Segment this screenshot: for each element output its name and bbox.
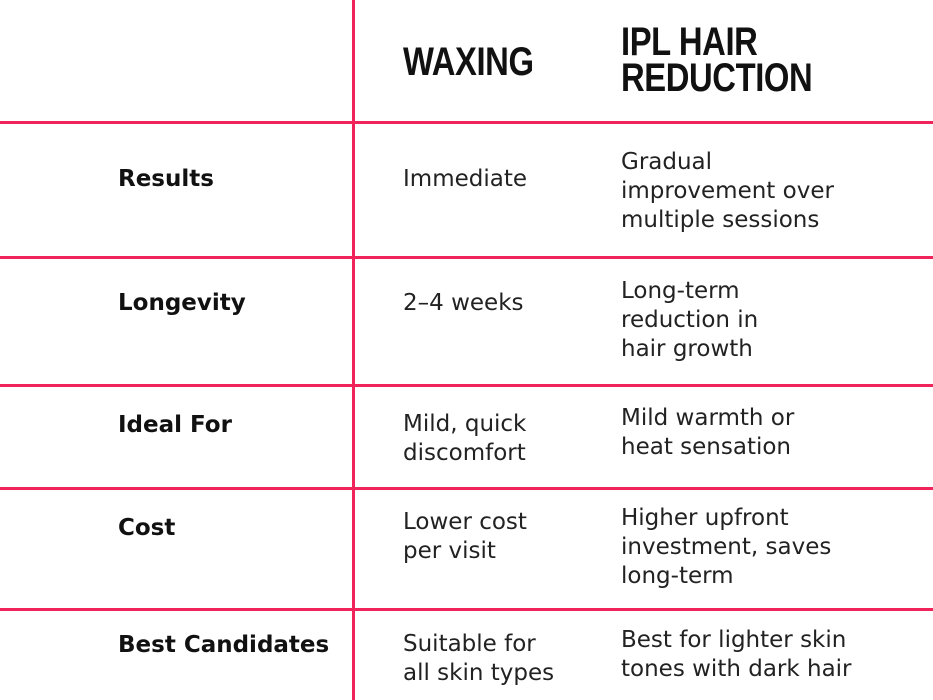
cell-ipl-best-candidates: Best for lighter skin tones with dark ha… — [621, 627, 852, 682]
cell-waxing-cost: Lower cost per visit — [403, 509, 527, 564]
cell-ipl-cost: Higher upfront investment, saves long-te… — [621, 505, 832, 589]
cell-waxing-longevity: 2–4 weeks — [403, 290, 524, 316]
row-divider — [0, 487, 933, 490]
row-label-results: Results — [118, 166, 214, 192]
row-label-cost: Cost — [118, 515, 176, 541]
row-label-best-candidates: Best Candidates — [118, 632, 330, 658]
column-divider — [352, 0, 355, 700]
row-divider — [0, 384, 933, 387]
cell-waxing-ideal-for: Mild, quick discomfort — [403, 411, 527, 466]
cell-waxing-results: Immediate — [403, 166, 527, 192]
row-divider — [0, 608, 933, 611]
row-divider — [0, 121, 933, 124]
header-ipl: IPL HAIR REDUCTION — [621, 20, 813, 100]
row-divider — [0, 256, 933, 259]
cell-ipl-results: Gradual improvement over multiple sessio… — [621, 149, 834, 233]
row-label-ideal-for: Ideal For — [118, 412, 232, 438]
cell-waxing-best-candidates: Suitable for all skin types — [403, 631, 555, 686]
row-label-longevity: Longevity — [118, 290, 246, 316]
cell-ipl-longevity: Long-term reduction in hair growth — [621, 278, 759, 362]
cell-ipl-ideal-for: Mild warmth or heat sensation — [621, 405, 795, 460]
header-waxing: WAXING — [403, 40, 534, 84]
